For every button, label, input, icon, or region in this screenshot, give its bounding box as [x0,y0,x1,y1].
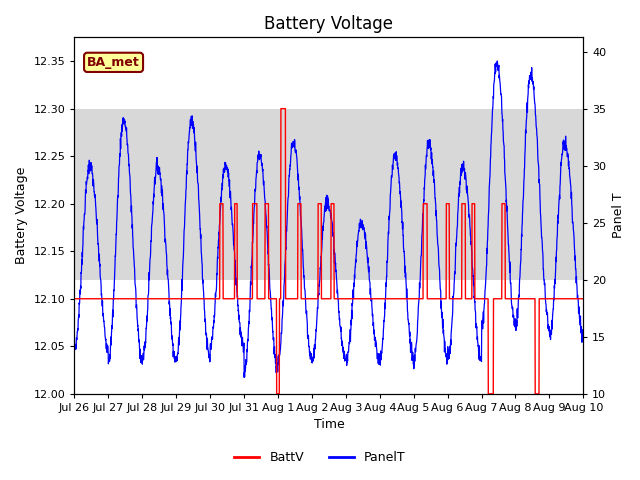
Text: BA_met: BA_met [87,56,140,69]
Bar [74,108,583,280]
X-axis label: Time: Time [314,419,344,432]
Y-axis label: Panel T: Panel T [612,193,625,239]
Legend: BattV, PanelT: BattV, PanelT [229,446,411,469]
Y-axis label: Battery Voltage: Battery Voltage [15,167,28,264]
Title: Battery Voltage: Battery Voltage [264,15,394,33]
